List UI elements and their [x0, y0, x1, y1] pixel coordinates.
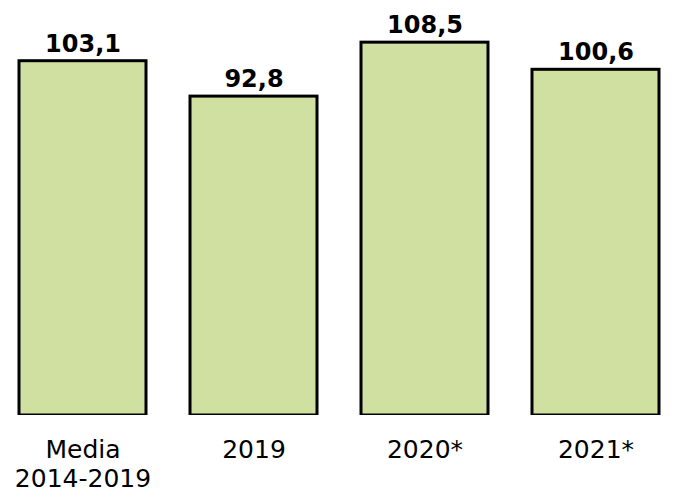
svg-text:108,5: 108,5: [387, 11, 463, 39]
svg-text:100,6: 100,6: [558, 38, 634, 66]
svg-text:Media2014-2019: Media2014-2019: [15, 435, 151, 493]
svg-text:2020*: 2020*: [387, 435, 463, 464]
svg-text:2019: 2019: [222, 435, 286, 464]
svg-text:2021*: 2021*: [558, 435, 634, 464]
svg-text:103,1: 103,1: [45, 30, 121, 58]
svg-text:92,8: 92,8: [224, 65, 283, 93]
